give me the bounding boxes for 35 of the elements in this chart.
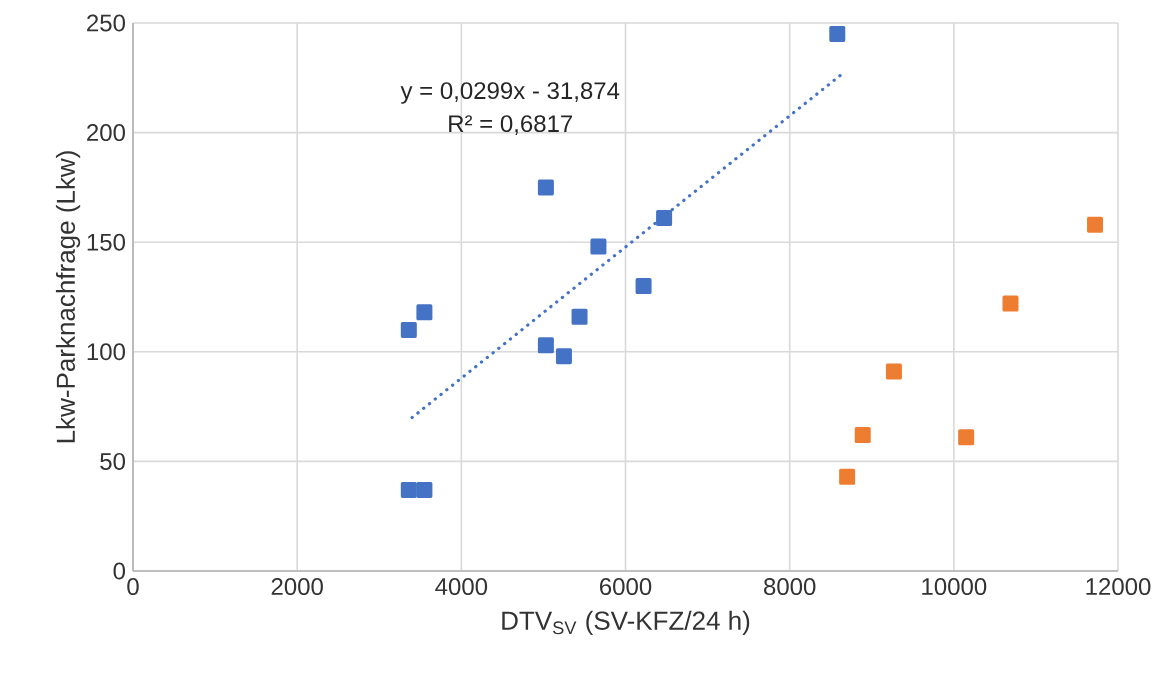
point [1087,216,1104,233]
point [555,348,572,365]
point [839,468,856,485]
x-tick-label: 0 [127,578,139,596]
point [416,304,433,321]
point [958,429,975,446]
x-tick-label: 8000 [764,578,816,596]
y-tick-label: 250 [87,14,126,32]
point [537,179,554,196]
annotation: y = 0,0299x - 31,874 [400,82,620,104]
x-tick-label: 10000 [922,578,987,596]
x-tick-label: 4000 [435,578,488,596]
x-tick-label: 6000 [600,578,652,596]
point [537,337,554,354]
point [590,238,607,255]
point [400,481,417,498]
point [571,308,588,325]
point [854,427,871,444]
point [1002,295,1019,312]
y-tick-label: 200 [87,124,126,142]
point [400,321,417,338]
y-tick-label: 0 [113,562,126,580]
point [635,278,652,295]
point [885,363,902,380]
y-tick-label: 100 [87,343,126,361]
x-tick-label: 2000 [271,578,323,596]
point [416,481,433,498]
y-axis-title: Lkw-Parknachfrage (Lkw) [55,151,81,443]
annotation: R² = 0,6817 [449,115,573,135]
point [656,210,673,227]
x-axis-title: DTV$_{SV}$ (SV-KFZ/24 h) [502,610,750,636]
y-tick-label: 150 [87,233,126,251]
y-tick-label: 50 [100,452,126,470]
point [829,25,846,42]
x-tick-label: 12000 [1086,578,1151,596]
